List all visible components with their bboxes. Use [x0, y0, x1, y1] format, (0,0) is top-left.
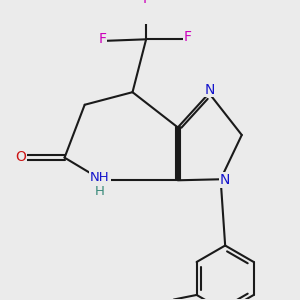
Text: F: F: [184, 31, 191, 44]
Text: N: N: [220, 173, 230, 187]
Text: O: O: [15, 150, 26, 164]
Text: N: N: [205, 82, 215, 97]
Text: H: H: [95, 185, 105, 198]
Text: F: F: [143, 0, 151, 6]
Text: NH: NH: [90, 171, 110, 184]
Text: F: F: [98, 32, 106, 46]
